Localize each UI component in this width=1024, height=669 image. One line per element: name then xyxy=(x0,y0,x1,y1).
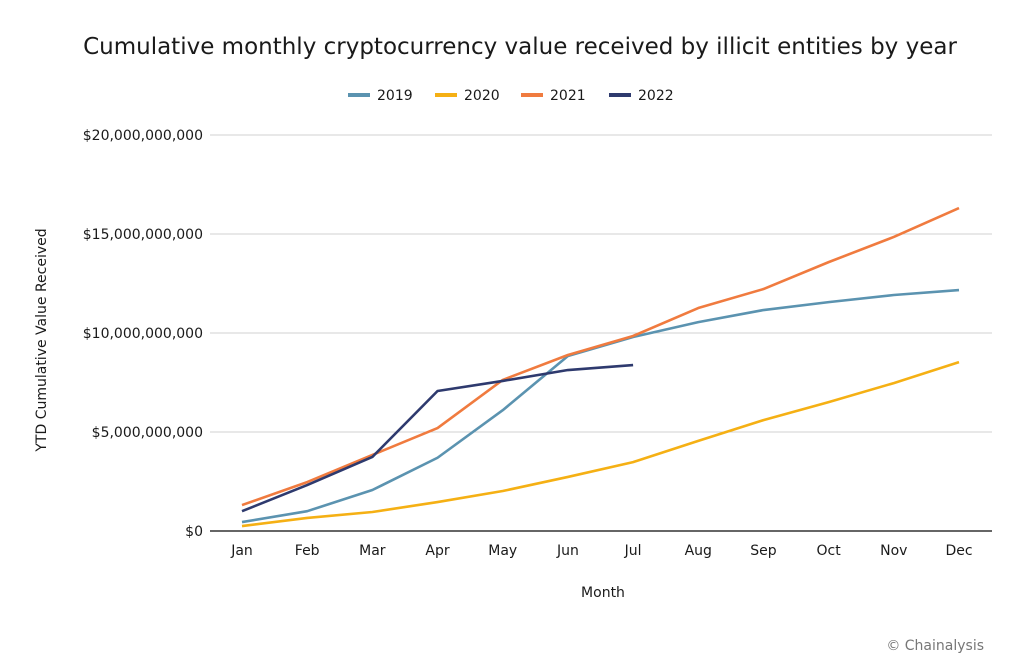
y-tick-label: $0 xyxy=(185,524,203,540)
y-tick-label: $5,000,000,000 xyxy=(92,425,203,441)
series-line-2021 xyxy=(241,206,960,507)
legend-label-2022: 2022 xyxy=(638,88,674,104)
x-tick-label: Jan xyxy=(230,543,253,559)
series-line-2022 xyxy=(241,363,634,513)
y-tick-label: $15,000,000,000 xyxy=(83,227,203,243)
x-axis-label: Month xyxy=(581,585,625,601)
legend-label-2021: 2021 xyxy=(550,88,586,104)
x-tick-label: Sep xyxy=(750,543,777,559)
x-tick-label: Mar xyxy=(359,543,386,559)
x-tick-label: Feb xyxy=(295,543,320,559)
series-line-2019 xyxy=(241,288,960,524)
chart-title: Cumulative monthly cryptocurrency value … xyxy=(83,34,957,60)
y-tick-label: $10,000,000,000 xyxy=(83,326,203,342)
x-tick-label: Apr xyxy=(425,543,449,559)
x-tick-label: May xyxy=(488,543,517,559)
x-tick-label: Oct xyxy=(817,543,842,559)
legend-label-2020: 2020 xyxy=(464,88,500,104)
x-tick-label: Jun xyxy=(556,543,579,559)
x-tick-label: Jul xyxy=(624,543,642,559)
series-line-2020 xyxy=(241,360,960,528)
y-axis-label: YTD Cumulative Value Received xyxy=(34,228,50,452)
x-tick-label: Nov xyxy=(880,543,907,559)
y-tick-label: $20,000,000,000 xyxy=(83,128,203,144)
x-tick-label: Aug xyxy=(685,543,712,559)
chainalysis-credit: © Chainalysis xyxy=(886,638,984,654)
x-tick-label: Dec xyxy=(945,543,972,559)
legend-label-2019: 2019 xyxy=(377,88,413,104)
